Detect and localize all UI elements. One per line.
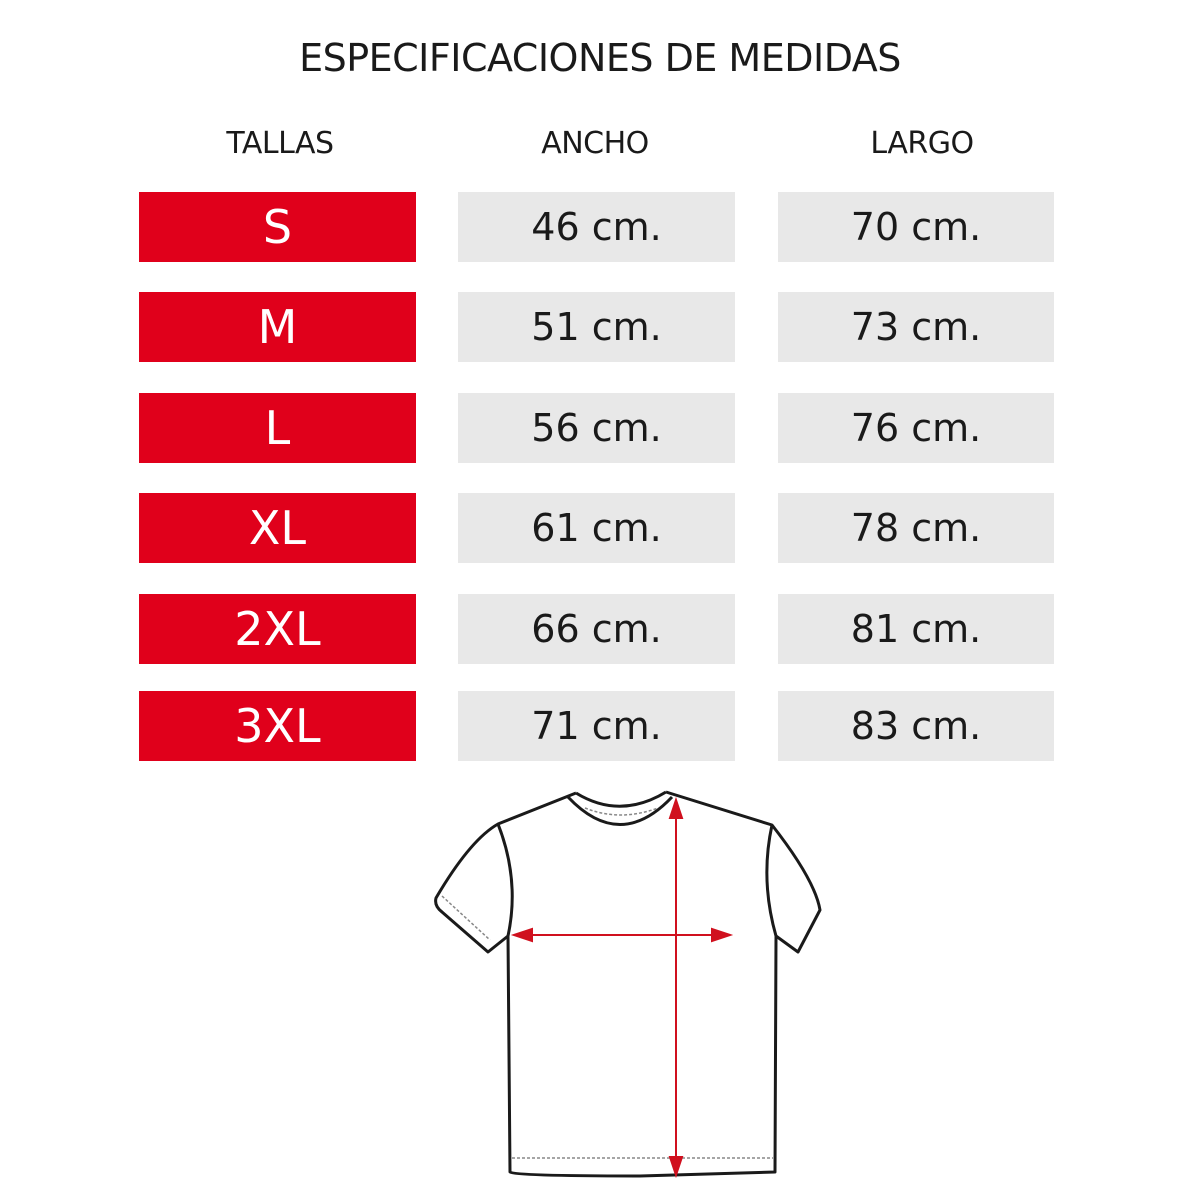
width-cell: 61 cm. [458, 493, 735, 563]
width-cell: 51 cm. [458, 292, 735, 362]
size-cell: L [139, 393, 416, 463]
size-cell: XL [139, 493, 416, 563]
width-arrow-left-icon [510, 927, 533, 943]
size-cell: 3XL [139, 691, 416, 761]
size-cell: 2XL [139, 594, 416, 664]
header-width: ANCHO [541, 126, 649, 161]
length-cell: 78 cm. [778, 493, 1054, 563]
size-cell: S [139, 192, 416, 262]
width-arrow-right-icon [711, 927, 734, 943]
length-cell: 73 cm. [778, 292, 1054, 362]
t-shirt-stitching [441, 807, 773, 1159]
length-arrow-top-icon [668, 796, 684, 819]
length-arrow-bottom-icon [668, 1156, 684, 1179]
length-cell: 83 cm. [778, 691, 1054, 761]
length-cell: 70 cm. [778, 192, 1054, 262]
width-cell: 71 cm. [458, 691, 735, 761]
size-cell: M [139, 292, 416, 362]
t-shirt-outline [434, 790, 822, 1178]
measurement-arrows [510, 796, 734, 1179]
length-cell: 81 cm. [778, 594, 1054, 664]
width-cell: 66 cm. [458, 594, 735, 664]
width-cell: 46 cm. [458, 192, 735, 262]
width-cell: 56 cm. [458, 393, 735, 463]
length-cell: 76 cm. [778, 393, 1054, 463]
header-length: LARGO [870, 126, 974, 161]
page-title: ESPECIFICACIONES DE MEDIDAS [299, 36, 901, 80]
header-sizes: TALLAS [226, 126, 334, 161]
